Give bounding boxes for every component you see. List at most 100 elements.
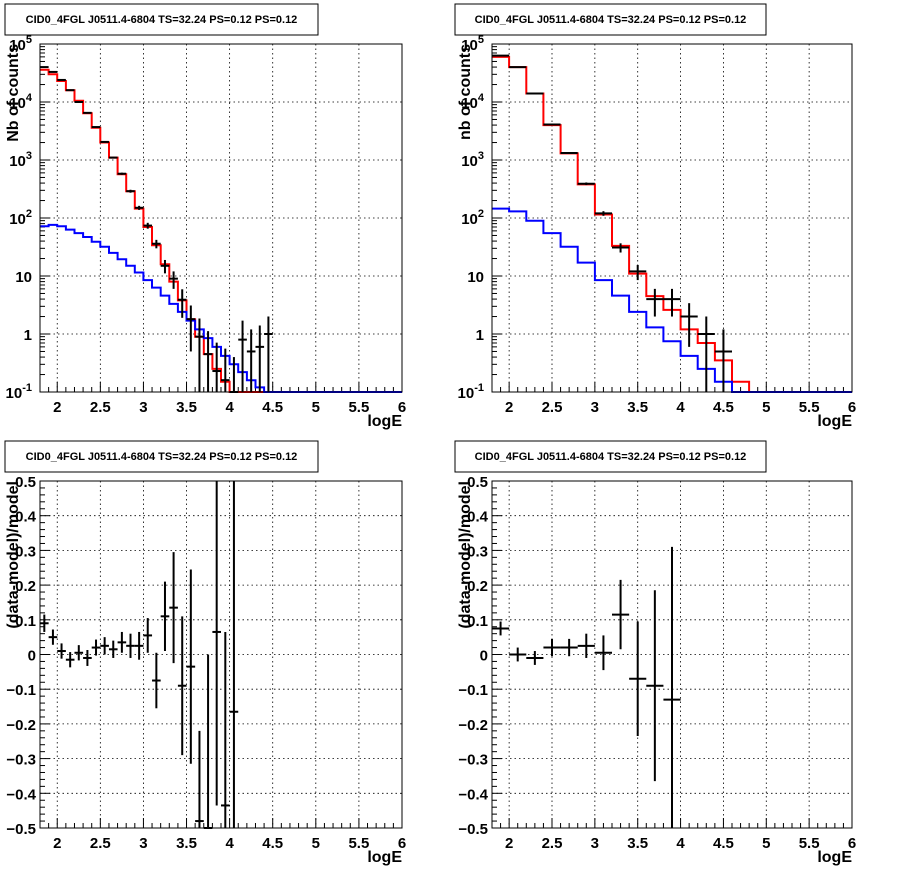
data-point: [612, 243, 630, 253]
data-point: [255, 325, 265, 392]
y-tick-label: 103: [461, 150, 484, 170]
x-axis-label: logE: [367, 413, 402, 430]
x-tick-label: 4: [225, 399, 234, 416]
y-tick-label: 0.2: [15, 578, 36, 595]
panel-bottom-left: CID0_4FGL J0511.4-6804 TS=32.24 PS=0.12 …: [4, 440, 406, 866]
data-point: [221, 348, 230, 392]
data-point: [91, 126, 101, 129]
x-tick-label: 3.5: [627, 835, 648, 852]
y-tick-label: −0.3: [458, 752, 488, 769]
series-model-histogram: [40, 68, 402, 393]
data-point: [91, 639, 101, 656]
x-tick-label: 4.5: [713, 835, 734, 852]
x-tick-label: 4.5: [713, 399, 734, 416]
title-box: [4, 3, 319, 36]
data-point: [100, 637, 109, 655]
y-tick-label: 10-1: [6, 382, 32, 402]
y-tick-label: 1: [24, 327, 32, 344]
y-tick-label: 0.3: [467, 543, 488, 560]
data-point: [509, 647, 527, 662]
plot-title: CID0_4FGL J0511.4-6804 TS=32.24 PS=0.12 …: [26, 14, 298, 26]
data-point: [560, 152, 578, 155]
x-tick-label: 5: [762, 399, 770, 416]
y-tick-label: 102: [9, 208, 32, 228]
data-point: [143, 222, 153, 229]
x-tick-label: 2: [505, 399, 513, 416]
data-point: [246, 329, 256, 392]
y-tick-label: 104: [9, 92, 33, 112]
x-tick-label: 3.5: [176, 835, 197, 852]
y-tick-label: −0.3: [6, 752, 36, 769]
data-point: [646, 288, 664, 317]
y-tick-label: 0.1: [15, 613, 36, 630]
data-point: [646, 590, 664, 782]
x-tick-label: 3: [591, 835, 599, 852]
y-tick-label: 102: [461, 208, 484, 228]
plot-frame: [491, 43, 853, 393]
y-tick-label: 105: [461, 34, 484, 54]
x-tick-label: 3: [139, 835, 147, 852]
plot-title: CID0_4FGL J0511.4-6804 TS=32.24 PS=0.12 …: [475, 451, 747, 463]
data-point: [629, 621, 647, 737]
y-tick-label: −0.5: [6, 821, 36, 838]
data-point: [212, 342, 221, 392]
data-point: [697, 316, 715, 392]
data-point: [663, 546, 681, 828]
y-tick-label: −0.4: [458, 786, 488, 803]
plot-frame: [39, 480, 403, 829]
data-point: [40, 614, 49, 632]
x-tick-label: 6: [398, 399, 406, 416]
data-point: [629, 264, 647, 281]
x-tick-label: 4.5: [262, 835, 283, 852]
x-tick-label: 6: [848, 399, 856, 416]
data-point: [195, 730, 204, 828]
x-axis-label: logE: [367, 849, 402, 866]
data-point: [195, 318, 204, 392]
data-point: [152, 239, 161, 249]
data-point: [134, 631, 144, 660]
data-point: [663, 288, 681, 317]
data-point: [117, 172, 127, 175]
x-tick-label: 2.5: [542, 835, 563, 852]
y-tick-label: −0.2: [458, 717, 488, 734]
data-point: [177, 616, 187, 756]
data-point: [577, 633, 595, 658]
x-tick-label: 3.5: [176, 399, 197, 416]
plot-title: CID0_4FGL J0511.4-6804 TS=32.24 PS=0.12 …: [26, 451, 298, 463]
x-tick-label: 2: [505, 835, 513, 852]
data-point: [560, 638, 578, 657]
x-tick-label: 2: [53, 399, 61, 416]
y-tick-label: 0.2: [467, 578, 488, 595]
x-tick-label: 2.5: [90, 399, 111, 416]
y-tick-label: 10-1: [458, 382, 484, 402]
x-tick-label: 4.5: [262, 399, 283, 416]
data-point: [612, 579, 630, 650]
plot-frame: [491, 480, 853, 829]
y-tick-label: 0: [28, 648, 36, 665]
panel-bottom-right: CID0_4FGL J0511.4-6804 TS=32.24 PS=0.12 …: [454, 440, 856, 866]
y-axis-label: (data-model)/model: [5, 481, 22, 629]
y-axis-label: nb of counts: [457, 44, 474, 140]
y-tick-label: 0.5: [15, 474, 36, 491]
data-point: [108, 640, 118, 658]
data-point: [57, 643, 66, 659]
plot-frame: [39, 43, 403, 393]
plot-title: CID0_4FGL J0511.4-6804 TS=32.24 PS=0.12 …: [475, 14, 747, 26]
y-tick-label: −0.5: [458, 821, 488, 838]
y-tick-label: −0.1: [458, 682, 488, 699]
x-tick-label: 5.5: [799, 399, 820, 416]
y-tick-label: 1: [476, 327, 484, 344]
data-point: [74, 101, 84, 103]
x-tick-label: 6: [398, 835, 406, 852]
title-box: [4, 440, 319, 473]
x-tick-label: 5: [312, 399, 320, 416]
y-tick-label: 103: [9, 150, 32, 170]
panel-top-right: CID0_4FGL J0511.4-6804 TS=32.24 PS=0.12 …: [454, 3, 856, 430]
data-point: [680, 303, 698, 347]
data-point: [160, 259, 170, 274]
x-tick-label: 5.5: [348, 399, 369, 416]
data-point: [117, 631, 127, 653]
data-point: [203, 331, 213, 392]
y-tick-label: 10: [467, 269, 484, 286]
x-tick-label: 4: [225, 835, 234, 852]
